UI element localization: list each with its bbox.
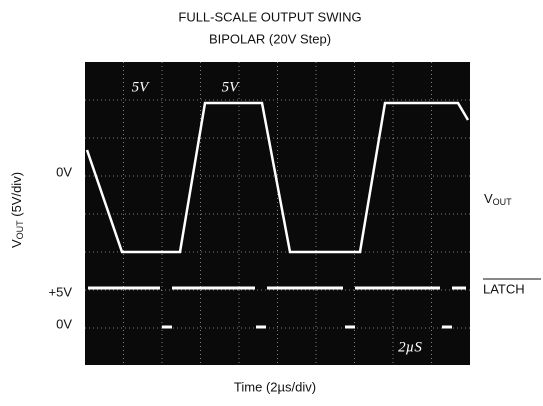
title-line: BIPOLAR (20V Step) xyxy=(209,31,331,46)
level-label: +5V xyxy=(49,284,73,299)
y-axis-label: VOUT (5V/div) xyxy=(9,172,25,248)
screen-annotation: 5V xyxy=(132,79,151,95)
scope-figure: FULL-SCALE OUTPUT SWING BIPOLAR (20V Ste… xyxy=(0,0,543,401)
screen-annotation: 2µS xyxy=(398,339,422,355)
trace-label: VOUT xyxy=(484,191,512,207)
x-axis-label: Time (2µs/div) xyxy=(234,379,316,394)
level-label: 0V xyxy=(56,164,72,179)
title-line: FULL-SCALE OUTPUT SWING xyxy=(178,9,361,24)
level-label: 0V xyxy=(56,316,72,331)
trace-label: LATCH xyxy=(483,281,525,296)
scope-screen xyxy=(85,62,470,365)
screen-annotation: 5V xyxy=(222,79,241,95)
